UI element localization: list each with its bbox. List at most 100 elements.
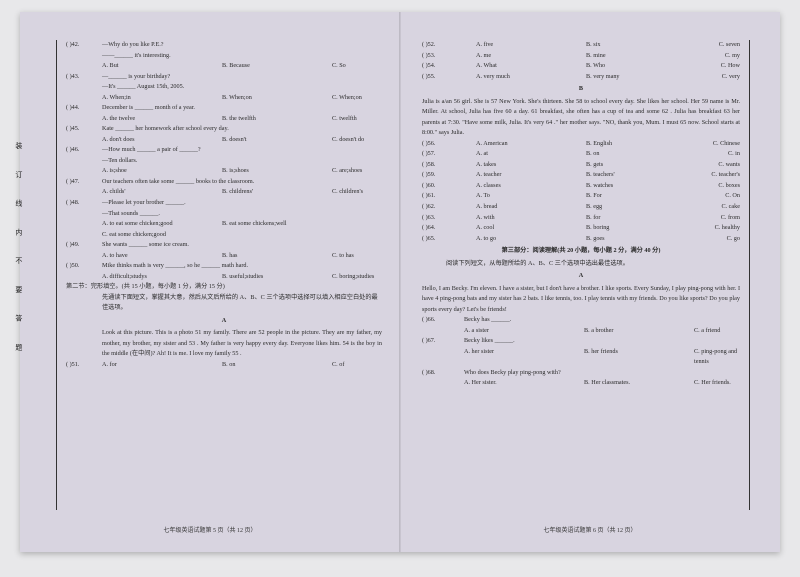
q49: ( )49.She wants ______ some ice cream. (66, 240, 382, 251)
q-num: ( )53. (422, 51, 476, 62)
q45: ( )45.Kate ______ her homework after sch… (66, 124, 382, 135)
q67-opts: A. her sisterB. her friendsC. ping-pong … (422, 347, 740, 368)
q-num: ( )61. (422, 191, 476, 202)
q47-opts: A. childs'B. childrens'C. children's (66, 187, 382, 198)
opt-c: C. boxes (718, 181, 740, 192)
cloze-instr: 先通读下面短文，掌握其大意，然后从文后所给的 A、B、C 三个选项中选择可以填入… (66, 293, 382, 314)
opt-a: A. five (476, 40, 586, 51)
q-num: ( )49. (66, 240, 102, 251)
q-num: ( )43. (66, 72, 102, 83)
section-b: B (422, 84, 740, 95)
footer-left: 七年级英语试题第 5 页（共 12 页） (20, 526, 400, 536)
cloze-header: 第二节：完形填空。(共 15 小题，每小题 1 分，满分 15 分) (66, 282, 382, 293)
opt-c: C. very (722, 72, 740, 83)
opt-b: B. English (586, 139, 713, 150)
page-left: 装 订 线 内 不 要 答 题 ( )42.—Why do you like P… (20, 12, 400, 552)
opt-b: B. watches (586, 181, 718, 192)
q-stem: Becky has ______. (464, 315, 740, 326)
reading-header: 第三部分：阅读理解(共 20 小题，每小题 2 分，满分 40 分) (422, 246, 740, 257)
q-num: ( )66. (422, 315, 464, 326)
opt-b: B. teachers' (586, 170, 711, 181)
opt-a: A. to go (476, 234, 586, 245)
opt-a: A. for (102, 360, 222, 371)
opt-b: B. very many (586, 72, 722, 83)
opt-c: C. eat some chicken;good (102, 230, 222, 241)
q51: ( )51. A. forB. onC. of (66, 360, 382, 371)
opt-a: A. bread (476, 202, 586, 213)
q46-sub: —Ten dollars. (66, 156, 382, 167)
opt-c: C. a friend (694, 326, 740, 337)
opt-c: C. children's (332, 187, 382, 198)
q56: ( )56.A. AmericanB. EnglishC. Chinese (422, 139, 740, 150)
q48-sub: —That sounds ______. (66, 209, 382, 220)
opt-b: B. six (586, 40, 719, 51)
q43-opts: A. When;inB. When;onC. When;on (66, 93, 382, 104)
opt-a: A. to eat some chicken;good (102, 219, 222, 230)
q-stem: Kate ______ her homework after school ev… (102, 124, 382, 135)
q60: ( )60.A. classesB. watchesC. boxes (422, 181, 740, 192)
opt-b: B. is;shoes (222, 166, 332, 177)
opt-c: C. boring;studies (332, 272, 382, 283)
opt-a: A. difficult;studys (102, 272, 222, 283)
q54: ( )54.A. WhatB. WhoC. How (422, 61, 740, 72)
opt-b: B. on (222, 360, 332, 371)
reading-instr: 阅读下列短文，从每题所给的 A、B、C 三个选项中选出最佳选项。 (422, 259, 740, 270)
opt-a: A. American (476, 139, 586, 150)
q-num: ( )59. (422, 170, 476, 181)
q63: ( )63.A. withB. forC. from (422, 213, 740, 224)
opt-c: C. are;shoes (332, 166, 382, 177)
opt-c: C. twelfth (332, 114, 382, 125)
q66: ( )66.Becky has ______. (422, 315, 740, 326)
q42-sub: ——______ it's interesting. (66, 51, 382, 62)
q44: ( )44.December is ______ month of a year… (66, 103, 382, 114)
opt-a: A. cool (476, 223, 586, 234)
q62: ( )62.A. breadB. eggC. cake (422, 202, 740, 213)
q-num: ( )44. (66, 103, 102, 114)
opt-b: B. her friends (584, 347, 694, 368)
q47: ( )47.Our teachers often take some _____… (66, 177, 382, 188)
opt-b: B. goes (586, 234, 727, 245)
q-num: ( )52. (422, 40, 476, 51)
opt-c: C. cake (721, 202, 740, 213)
opt-a: A. very much (476, 72, 586, 83)
q-num: ( )45. (66, 124, 102, 135)
opt-a: A. classes (476, 181, 586, 192)
opt-b: B. the twelfth (222, 114, 332, 125)
q48-opts2: C. eat some chicken;good (66, 230, 382, 241)
passage-b: Julia is a/an 56 girl. She is 57 New Yor… (422, 97, 740, 139)
passage-c: Hello, I am Becky. I'm eleven. I have a … (422, 284, 740, 316)
opt-a: A. her sister (464, 347, 584, 368)
margin-line-right (749, 40, 750, 510)
q55: ( )55.A. very muchB. very manyC. very (422, 72, 740, 83)
opt-a: A. don't does (102, 135, 222, 146)
opt-a: A. takes (476, 160, 586, 171)
q43: ( )43.—______ is your birthday? (66, 72, 382, 83)
section-a2: A (422, 271, 740, 282)
q-stem: —______ is your birthday? (102, 72, 382, 83)
opt-a: A. is;shoe (102, 166, 222, 177)
opt-a: A. the twelve (102, 114, 222, 125)
q46: ( )46.—How much ______ a pair of ______? (66, 145, 382, 156)
q48-opts: A. to eat some chicken;goodB. eat some c… (66, 219, 382, 230)
q48: ( )48.—Please let your brother ______. (66, 198, 382, 209)
q-num: ( )62. (422, 202, 476, 213)
q-stem: —Why do you like P.E.? (102, 40, 382, 51)
q-num: ( )67. (422, 336, 464, 347)
opt-a: A. a sister (464, 326, 584, 337)
q-num: ( )55. (422, 72, 476, 83)
opt-b: B. When;on (222, 93, 332, 104)
q-stem: —Please let your brother ______. (102, 198, 382, 209)
opt-b: B. gets (586, 160, 718, 171)
q-num: ( )51. (66, 360, 102, 371)
opt-c: C. from (721, 213, 740, 224)
opt-b: B. For (586, 191, 725, 202)
q49-opts: A. to haveB. hasC. to has (66, 251, 382, 262)
binder-text: 装 订 线 内 不 要 答 题 (12, 142, 24, 360)
q-stem: December is ______ month of a year. (102, 103, 382, 114)
opt-b: B. useful;studies (222, 272, 332, 283)
opt-b: B. mine (586, 51, 725, 62)
q67: ( )67.Becky likes ______. (422, 336, 740, 347)
q65: ( )65.A. to goB. goesC. go (422, 234, 740, 245)
q-num: ( )46. (66, 145, 102, 156)
opt-b: B. egg (586, 202, 721, 213)
